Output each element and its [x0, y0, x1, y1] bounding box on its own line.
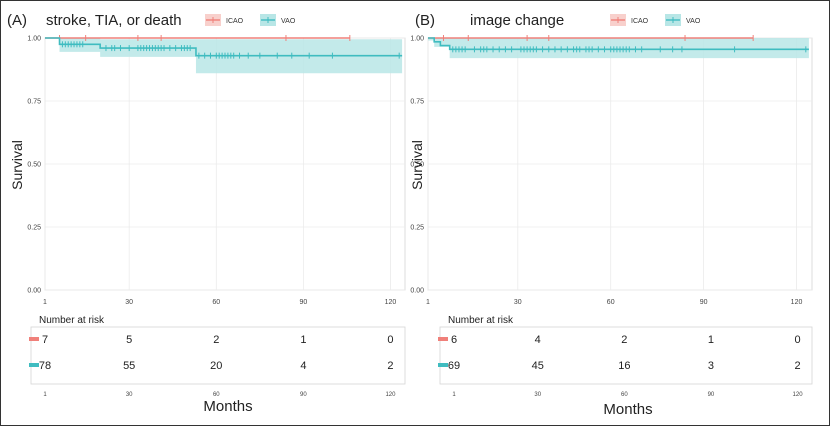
risk-value: 3 — [708, 360, 714, 372]
risk-row-color-vao — [438, 363, 448, 367]
x-tick-label: 30 — [514, 299, 522, 306]
risk-x-tick-label: 30 — [534, 392, 541, 398]
x-axis-label: Months — [603, 401, 652, 418]
risk-value: 0 — [387, 334, 393, 346]
y-tick-label: 0.75 — [410, 99, 424, 106]
ci-band-vao — [428, 38, 809, 59]
risk-row-color-icao — [29, 337, 39, 341]
y-tick-label: 1.00 — [410, 36, 424, 43]
risk-table-box — [439, 326, 813, 385]
y-tick-label: 0.25 — [27, 225, 41, 232]
y-axis-label: Survival — [9, 140, 25, 190]
risk-value: 45 — [532, 360, 544, 372]
risk-value: 5 — [126, 334, 132, 346]
risk-value: 2 — [621, 334, 627, 346]
risk-x-tick-label: 30 — [126, 392, 133, 398]
chart-title: stroke, TIA, or death — [46, 12, 182, 29]
y-tick-label: 0.50 — [410, 162, 424, 169]
x-tick-label: 120 — [385, 299, 397, 306]
chart-title: image change — [470, 12, 564, 29]
survival-curve-vao — [428, 37, 809, 51]
x-tick-label: 90 — [299, 299, 307, 306]
risk-table-title: Number at risk — [39, 315, 105, 326]
y-tick-label: 1.00 — [27, 36, 41, 43]
x-tick-label: 90 — [700, 299, 708, 306]
risk-value: 20 — [210, 360, 222, 372]
risk-table-title: Number at risk — [448, 315, 514, 326]
legend-label-vao: VAO — [281, 18, 296, 25]
x-tick-label: 1 — [43, 299, 47, 306]
risk-value: 7 — [42, 334, 48, 346]
y-axis-label: Survival — [409, 140, 425, 190]
risk-x-tick-label: 60 — [621, 392, 628, 398]
risk-x-tick-label: 90 — [708, 392, 715, 398]
risk-value: 2 — [213, 334, 219, 346]
y-tick-label: 0.75 — [27, 99, 41, 106]
legend-label-icao: ICAO — [226, 18, 244, 25]
risk-x-tick-label: 1 — [452, 392, 456, 398]
y-tick-label: 0.25 — [410, 225, 424, 232]
panel-label: (B) — [415, 12, 435, 29]
risk-row-color-icao — [438, 337, 448, 341]
risk-value: 2 — [795, 360, 801, 372]
risk-value: 16 — [618, 360, 630, 372]
x-tick-label: 60 — [212, 299, 220, 306]
x-tick-label: 120 — [791, 299, 803, 306]
risk-value: 69 — [448, 360, 460, 372]
risk-value: 1 — [708, 334, 714, 346]
risk-value: 1 — [300, 334, 306, 346]
y-tick-label: 0.00 — [410, 288, 424, 295]
risk-value: 0 — [795, 334, 801, 346]
x-axis-label: Months — [203, 398, 252, 415]
panel-label: (A) — [7, 12, 27, 29]
risk-table-box — [30, 326, 406, 385]
risk-value: 78 — [39, 360, 51, 372]
risk-value: 2 — [387, 360, 393, 372]
risk-value: 4 — [300, 360, 306, 372]
x-tick-label: 1 — [426, 299, 430, 306]
y-tick-label: 0.50 — [27, 162, 41, 169]
risk-value: 4 — [535, 334, 541, 346]
risk-row-color-vao — [29, 363, 39, 367]
risk-x-tick-label: 120 — [385, 392, 396, 398]
risk-x-tick-label: 120 — [793, 392, 804, 398]
risk-x-tick-label: 90 — [300, 392, 307, 398]
survival-curve-vao — [45, 37, 403, 57]
x-tick-label: 60 — [607, 299, 615, 306]
risk-x-tick-label: 60 — [213, 392, 220, 398]
legend-label-vao: VAO — [686, 18, 701, 25]
legend-label-icao: ICAO — [631, 18, 649, 25]
y-tick-label: 0.00 — [27, 288, 41, 295]
x-tick-label: 30 — [125, 299, 133, 306]
risk-value: 6 — [451, 334, 457, 346]
risk-x-tick-label: 1 — [43, 392, 47, 398]
risk-value: 55 — [123, 360, 135, 372]
